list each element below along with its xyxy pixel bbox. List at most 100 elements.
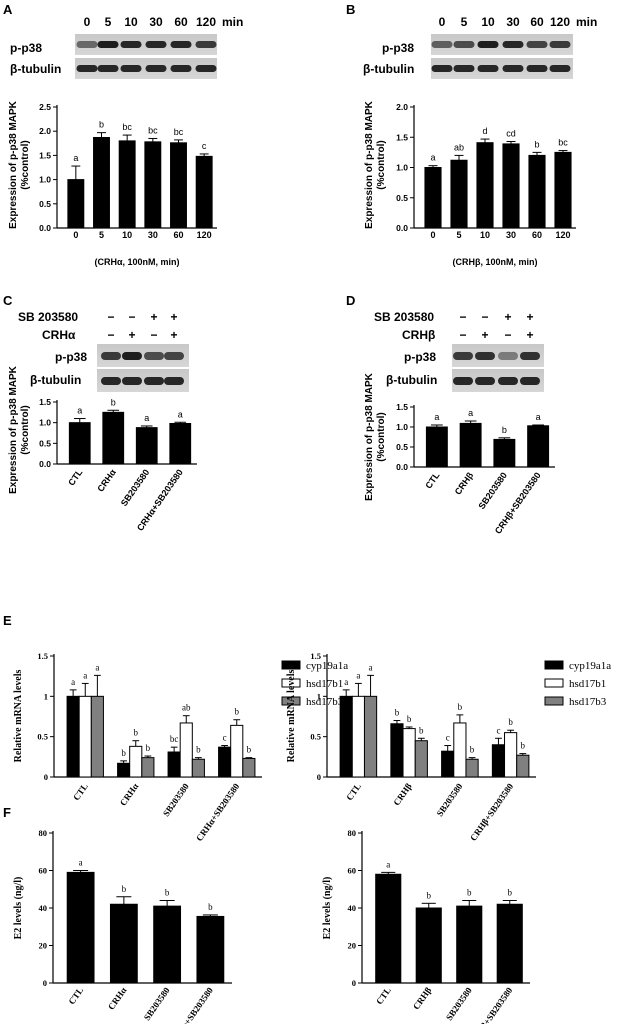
bar [109,903,138,984]
blot-label-p-p38: p-p38 [382,41,414,55]
row-label-crh: CRHα [42,328,76,342]
time-label: 10 [481,15,495,29]
significance-letter: b [122,884,127,894]
sign: − [481,310,488,324]
band [97,65,119,72]
bar [450,159,468,229]
band [145,65,167,72]
band [549,41,571,48]
category-label: 0 [430,230,435,240]
legend-swatch-hsd17b1 [544,678,564,688]
y-tick-label: 1 [44,691,48,701]
time-label: 120 [550,15,570,29]
legend-e-right: cyp19a1a hsd17b1 hsd17b3 [544,660,611,708]
category-label: CRHα [106,985,129,1011]
category-label: 120 [197,230,212,240]
band [164,377,184,385]
bar [351,695,365,778]
y-tick-label: 80 [348,828,357,838]
row-label-sb: SB 203580 [374,310,434,324]
significance-letter: b [111,397,116,407]
bar [415,907,442,984]
category-label: CTL [374,985,393,1006]
band [122,377,142,385]
band [101,352,121,360]
bar [170,142,187,229]
sign: + [481,328,488,342]
panel-letter-d: D [346,293,355,308]
bar [167,751,181,778]
y-axis-label-line: Expression of p-p38 MAPK [8,365,19,494]
y-tick-label: 1 [317,691,321,701]
chart-f1: 0 20 40 60 80 E2 levels (ng/l) CTL a CRHα b SB2035… [13,828,232,1024]
bar [93,136,110,229]
category-label: 60 [532,230,542,240]
sign: + [170,310,177,324]
y-tick-label: 60 [348,866,357,876]
bar [179,722,193,778]
chart-d: 0.0 0.5 1.0 1.5 Expression of p-p38 MAPK (%co… [364,372,555,536]
category-label: 10 [480,230,490,240]
significance-letter: a [536,412,541,422]
sign: − [504,328,511,342]
band [170,41,192,48]
blot-strip-tubulin [97,369,189,392]
category-label: 5 [456,230,461,240]
y-axis-label: Relative mRNA levels [286,670,297,763]
significance-letter: b [407,714,412,724]
significance-letter: c [223,733,227,743]
significance-letter: a [79,858,83,868]
significance-letter: a [73,153,78,163]
y-tick-label: 80 [39,828,48,838]
legend-swatch-hsd17b3 [281,696,301,706]
significance-letter: a [356,670,360,680]
legend-label: hsd17b3 [569,696,607,708]
blot-label-tubulin: β-tubulin [363,62,414,76]
y-tick-label: 2.5 [39,102,51,112]
blot-d: SB 203580 CRHβ − − + + − + − + p-p38 β-t… [374,310,544,392]
significance-letter: b [196,745,201,755]
band [502,65,524,72]
y-tick-label: 40 [39,903,48,913]
category-label: SB203580 [476,470,509,511]
y-axis-label-line: (%control) [20,140,31,189]
significance-letter: b [121,748,126,758]
significance-letter: bc [170,734,179,744]
category-label: CRHβ+SB203580 [468,781,515,843]
category-label: 30 [506,230,516,240]
significance-letter: b [508,717,513,727]
band [101,377,121,385]
category-label: CTL [71,781,90,802]
bar [424,167,442,229]
panel-letter-a: A [3,2,13,17]
y-tick-label: 1.0 [396,422,408,432]
significance-letter: a [144,413,149,423]
band [120,41,142,48]
time-label: 5 [105,15,112,29]
y-axis-label-line: Expression of p-p38 MAPK [8,100,19,229]
y-tick-label: 1.0 [39,175,51,185]
significance-letter: ab [454,142,464,152]
y-tick-label: 20 [39,941,48,951]
legend-label: hsd17b1 [306,678,343,690]
y-axis-label: Expression of p-p38 MAPK (%control) [364,100,387,229]
significance-letter: b [395,708,400,718]
band [477,65,499,72]
band [144,377,164,385]
band [453,65,475,72]
band [195,65,217,72]
blot-label-tubulin: β-tubulin [10,62,61,76]
significance-letter: bc [122,122,132,132]
significance-letter: c [496,725,500,735]
category-label: CRHβ [391,781,414,807]
category-label: CTL [344,781,363,802]
blot-label-p-p38: p-p38 [10,41,42,55]
category-label: CRHα [95,467,118,494]
significance-letter: cd [506,128,516,138]
legend-e-left: cyp19a1a hsd17b1 hsd17b3 [281,660,348,708]
y-tick-label: 1.0 [396,163,408,173]
y-tick-label: 0.0 [396,462,408,472]
significance-letter: b [502,425,507,435]
band [477,41,499,48]
y-tick-label: 0 [44,772,48,782]
